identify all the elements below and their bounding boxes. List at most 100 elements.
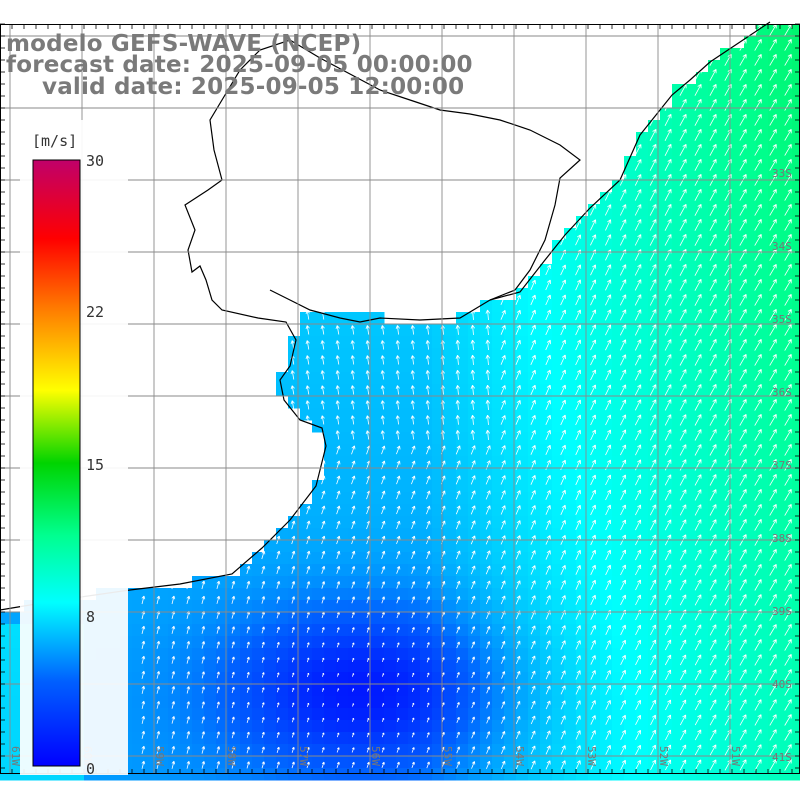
wind-cell — [492, 672, 505, 685]
wind-cell — [204, 588, 217, 601]
wind-cell — [780, 588, 793, 601]
wind-arrow — [635, 744, 641, 755]
wind-cell — [696, 720, 709, 733]
wind-arrow — [620, 564, 626, 576]
wind-arrow — [455, 520, 461, 530]
wind-cell — [540, 576, 553, 589]
wind-cell — [564, 492, 577, 505]
wind-cell — [744, 492, 757, 505]
wind-cell — [744, 552, 757, 565]
wind-arrow — [395, 430, 400, 440]
wind-cell — [456, 732, 469, 745]
wind-cell — [252, 756, 265, 769]
wind-cell — [636, 252, 649, 265]
wind-arrow — [709, 353, 717, 366]
wind-cell — [468, 708, 481, 721]
wind-arrow — [186, 671, 190, 679]
wind-cell — [528, 648, 541, 661]
wind-cell — [516, 432, 529, 445]
wind-arrow — [634, 204, 642, 216]
wind-arrow — [291, 657, 295, 663]
wind-cell — [144, 696, 157, 709]
wind-cell — [756, 180, 769, 193]
wind-cell — [300, 516, 313, 529]
wind-arrow — [261, 687, 265, 693]
wind-arrow — [320, 340, 325, 350]
wind-arrow — [261, 761, 265, 769]
wind-cell — [408, 732, 421, 745]
wind-arrow — [365, 370, 370, 380]
wind-cell — [336, 648, 349, 661]
lat-label: 36S — [772, 386, 792, 399]
wind-cell — [492, 528, 505, 541]
wind-cell — [648, 168, 661, 181]
wind-arrow — [350, 385, 355, 395]
wind-cell — [540, 420, 553, 433]
wind-arrow — [709, 399, 717, 411]
wind-cell — [780, 768, 793, 781]
wind-arrow — [739, 129, 747, 141]
wind-cell — [336, 744, 349, 757]
wind-cell — [732, 516, 745, 529]
wind-cell — [684, 240, 697, 253]
wind-cell — [564, 300, 577, 313]
wind-cell — [180, 696, 193, 709]
wind-arrow — [769, 759, 777, 771]
wind-cell — [720, 660, 733, 673]
wind-cell — [336, 576, 349, 589]
wind-cell — [384, 660, 397, 673]
wind-arrow — [694, 594, 702, 606]
wind-cell — [540, 744, 553, 757]
wind-arrow — [784, 384, 792, 396]
wind-arrow — [395, 400, 400, 410]
wind-cell — [516, 408, 529, 421]
wind-cell — [228, 708, 241, 721]
wind-cell — [576, 420, 589, 433]
wind-arrow — [679, 339, 687, 351]
wind-cell — [588, 588, 601, 601]
wind-arrow — [709, 474, 717, 486]
wind-arrow — [425, 325, 430, 335]
wind-arrow — [321, 475, 326, 485]
wind-arrow — [709, 429, 717, 441]
wind-cell — [528, 480, 541, 493]
wind-cell — [504, 744, 517, 757]
wind-cell — [132, 600, 145, 613]
wind-cell — [204, 708, 217, 721]
wind-arrow — [619, 279, 627, 291]
wind-arrow — [231, 641, 235, 649]
wind-arrow — [276, 687, 280, 693]
wind-cell — [696, 228, 709, 241]
wind-cell — [468, 348, 481, 361]
wind-cell — [516, 492, 529, 505]
wind-arrow — [336, 732, 340, 738]
wind-cell — [312, 360, 325, 373]
wind-cell — [288, 384, 301, 397]
wind-arrow — [769, 369, 777, 381]
wind-cell — [360, 672, 373, 685]
wind-arrow — [605, 369, 612, 381]
wind-arrow — [515, 760, 521, 770]
wind-arrow — [186, 595, 191, 605]
wind-cell — [144, 768, 157, 781]
wind-arrow — [171, 746, 176, 754]
wind-cell — [720, 720, 733, 733]
wind-arrow — [590, 444, 596, 456]
wind-arrow — [664, 98, 672, 111]
wind-cell — [480, 516, 493, 529]
wind-cell — [792, 420, 800, 433]
wind-arrow — [784, 744, 792, 756]
wind-arrow — [679, 309, 687, 321]
wind-cell — [564, 264, 577, 277]
wind-arrow — [381, 732, 385, 738]
wind-cell — [792, 60, 800, 73]
wind-cell — [792, 600, 800, 613]
wind-cell — [564, 636, 577, 649]
wind-cell — [480, 660, 493, 673]
wind-arrow — [560, 399, 566, 411]
wind-cell — [396, 696, 409, 709]
wind-cell — [780, 228, 793, 241]
wind-arrow — [694, 729, 702, 741]
wind-cell — [516, 516, 529, 529]
wind-arrow — [649, 219, 657, 231]
